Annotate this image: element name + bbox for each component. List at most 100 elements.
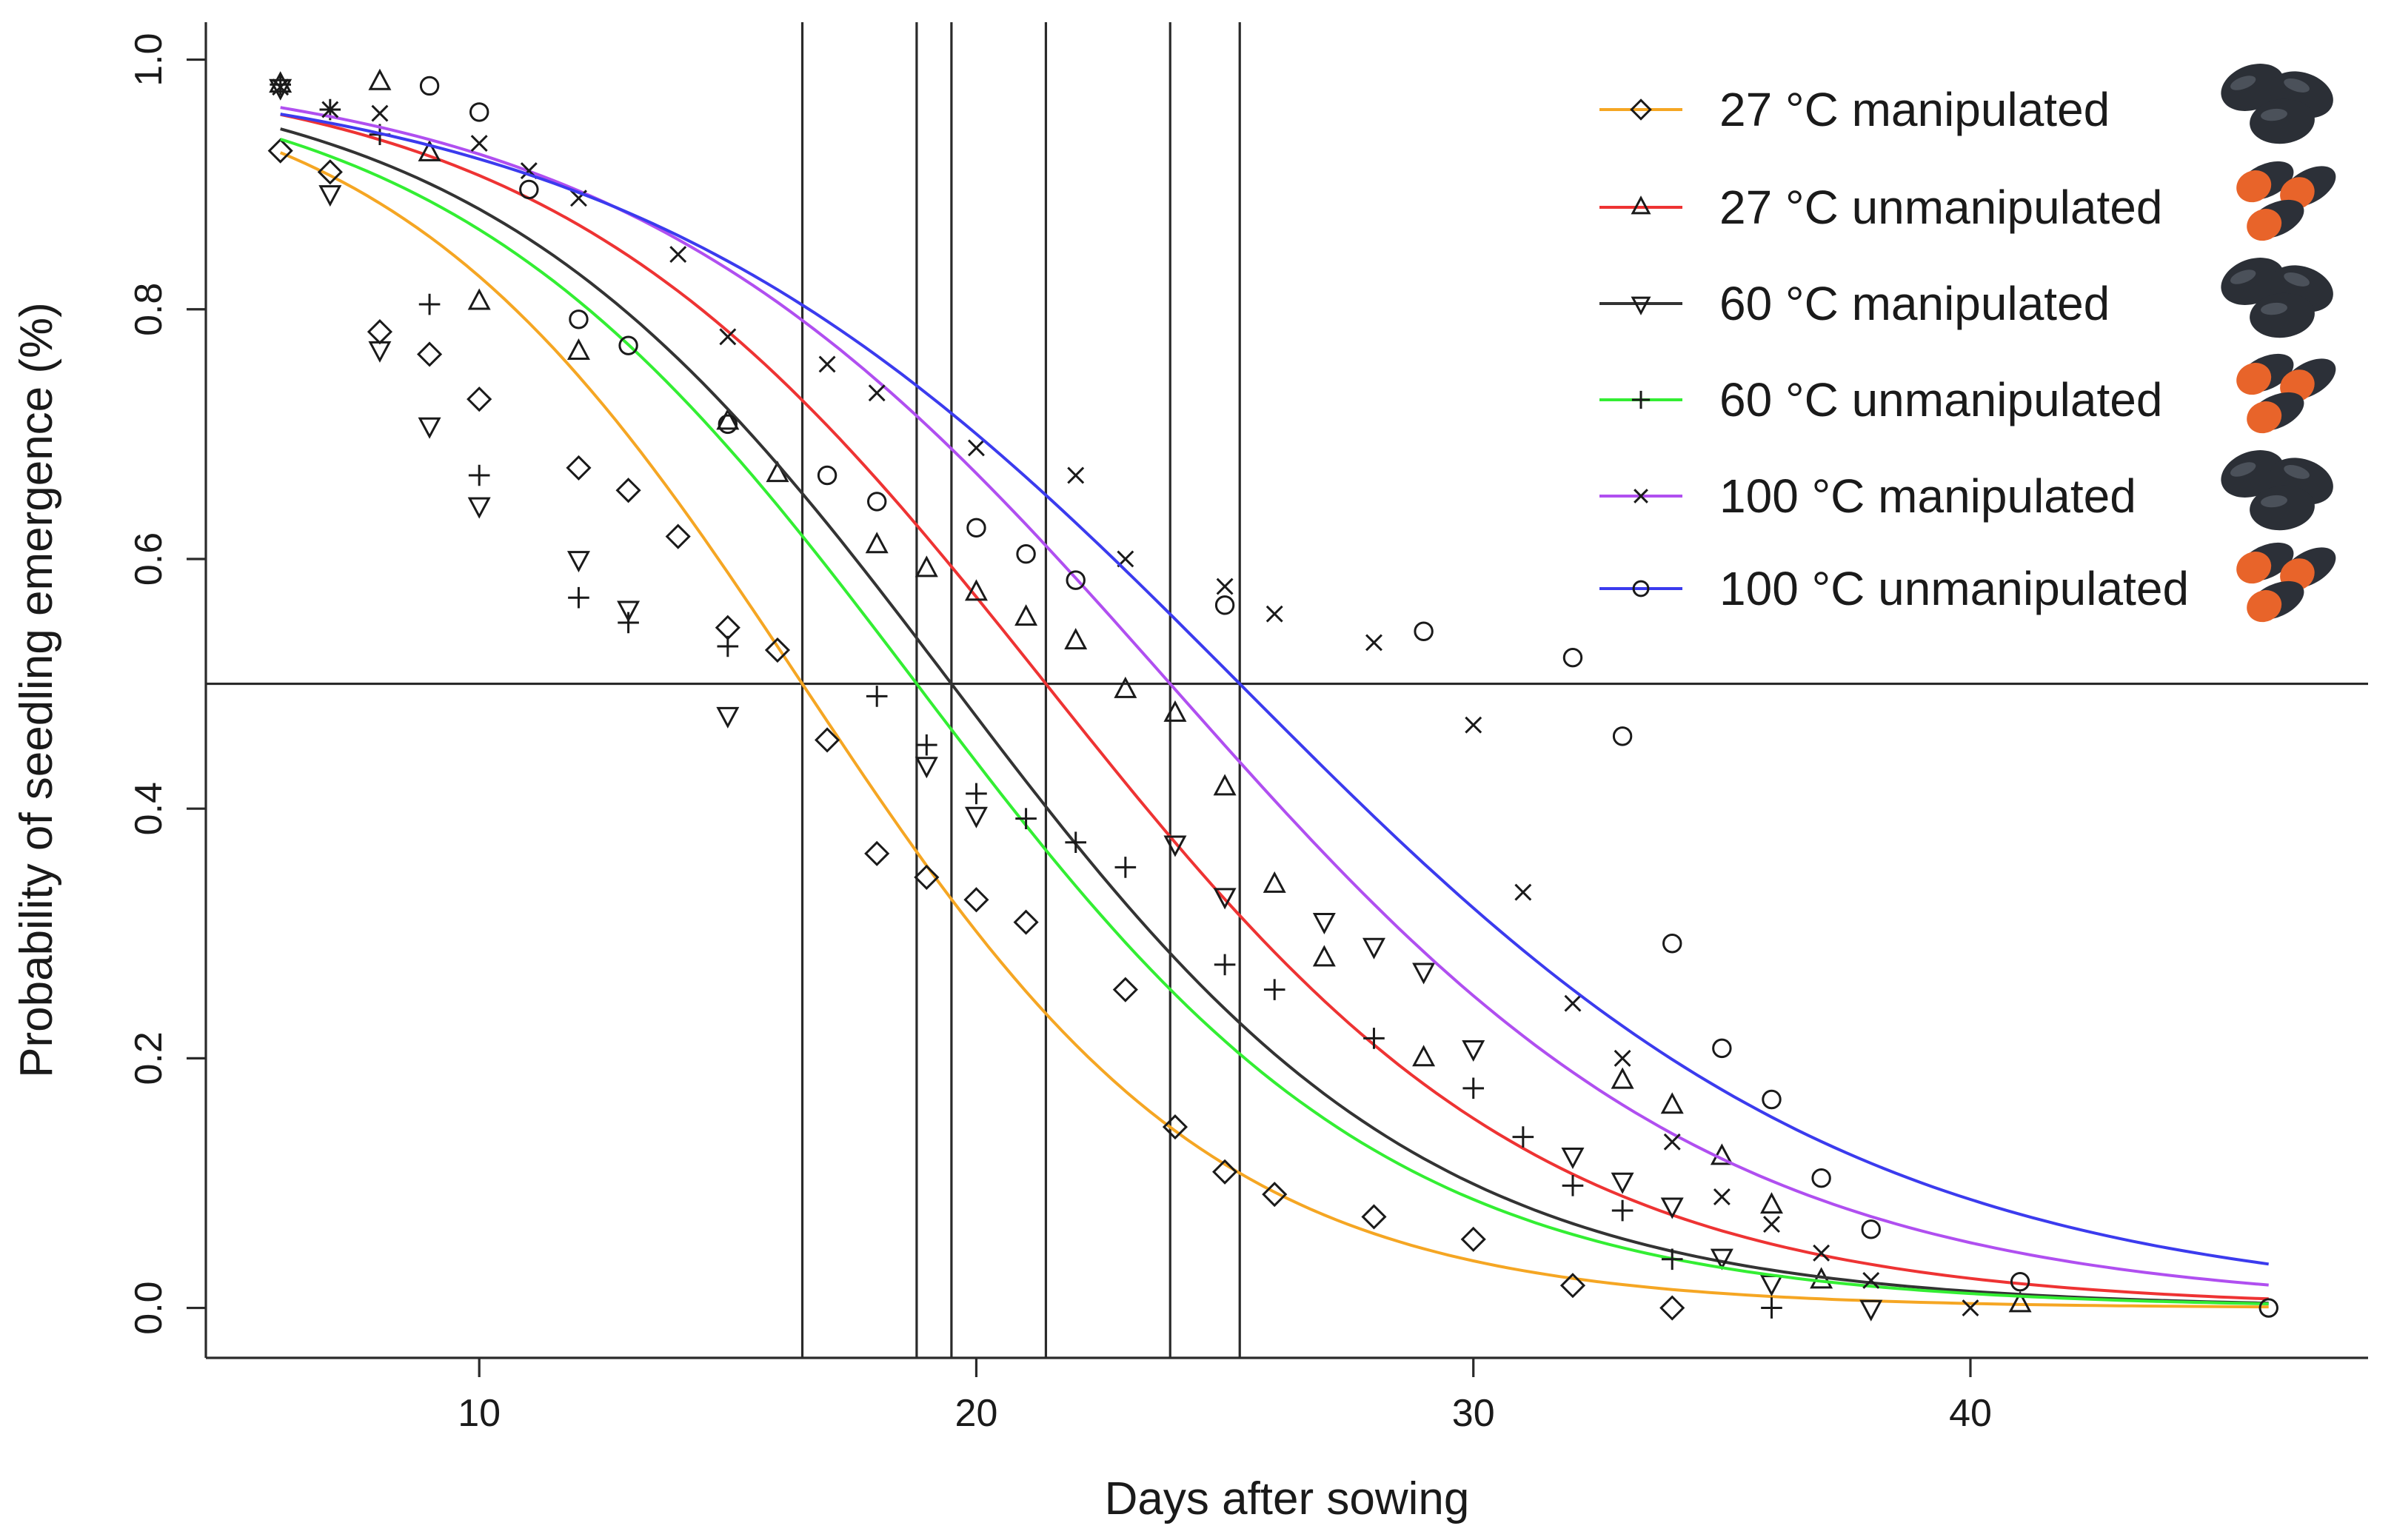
- legend: 27 °C manipulated 27 °C unmanipulated 60 °…: [1599, 64, 2336, 623]
- data-point-triangle-up: [1312, 945, 1336, 967]
- data-point-circle: [1712, 1038, 1732, 1059]
- plot-area: [206, 22, 2368, 1358]
- y-tick-label: 1.0: [127, 33, 170, 86]
- x-tick-label: 10: [458, 1392, 501, 1435]
- data-point-triangle-up: [1014, 604, 1038, 626]
- x-tick-label: 40: [1949, 1392, 1992, 1435]
- data-point-diamond: [1262, 1182, 1288, 1208]
- data-point-plus: [966, 783, 987, 805]
- seed-coat-removed: [2236, 363, 2272, 395]
- x-tick-label: 20: [955, 1392, 998, 1435]
- seed-highlight: [2284, 464, 2310, 479]
- data-point-triangle-down: [915, 757, 938, 779]
- data-point-diamond: [1212, 1159, 1238, 1185]
- seed-highlight: [2261, 108, 2287, 121]
- data-point-triangle-up: [1759, 1192, 1783, 1214]
- axes: 10 20 30 40 0.0 0.2 0.4 0.6 0.8 1.0 Days after sow…: [11, 22, 2368, 1524]
- data-point-plus: [1661, 1248, 1683, 1270]
- data-point-plus: [468, 464, 490, 486]
- data-point-triangle-up: [1114, 676, 1137, 698]
- y-tick-label: 0.8: [127, 283, 170, 336]
- data-point-circle: [1016, 544, 1036, 564]
- seed-shape: [2221, 450, 2284, 498]
- data-point-circle: [1811, 1168, 1831, 1188]
- fitted-curve: [280, 113, 2269, 1266]
- data-point-x: [1663, 1133, 1681, 1151]
- data-point-triangle-up: [1660, 1092, 1684, 1114]
- data-point-diamond: [914, 864, 940, 890]
- data-point-triangle-down: [1611, 1172, 1634, 1194]
- data-point-triangle-up: [1263, 871, 1286, 893]
- data-point-plus: [1363, 1028, 1385, 1049]
- data-point-diamond: [1659, 1295, 1685, 1321]
- data-point-circle: [867, 492, 887, 512]
- data-point-circle: [1662, 934, 1682, 954]
- data-point-x: [868, 384, 886, 402]
- data-point-x: [371, 104, 389, 122]
- dark-seeds-icon: [2221, 450, 2333, 531]
- fitted-curve: [280, 127, 2269, 1305]
- data-point-triangle-up: [1412, 1045, 1436, 1067]
- data-point-circle: [2010, 1271, 2030, 1292]
- data-point-circle: [1861, 1219, 1881, 1239]
- seed-coat-removed: [2247, 590, 2282, 623]
- data-point-circle: [469, 102, 489, 122]
- data-point-x: [1614, 1049, 1631, 1067]
- data-point-plus: [1015, 808, 1037, 829]
- data-point-x: [1067, 466, 1085, 484]
- data-point-plus: [568, 586, 589, 609]
- seed-highlight: [2230, 76, 2256, 90]
- orange-seeds-icon: [2236, 542, 2336, 623]
- seed-highlight: [2261, 495, 2287, 508]
- fitted-curve: [280, 138, 2269, 1305]
- data-point-x: [818, 355, 836, 373]
- data-point-circle: [966, 518, 986, 538]
- seed-coat-removed: [2236, 170, 2272, 203]
- x-tick-label: 30: [1452, 1392, 1495, 1435]
- fitted-curve: [279, 151, 2269, 1309]
- data-point-plus: [866, 686, 888, 707]
- data-point-plus: [1562, 1175, 1584, 1196]
- x-axis-title: Days after sowing: [1105, 1473, 1470, 1524]
- y-tick-label: 0.2: [127, 1031, 170, 1085]
- data-point-x: [1216, 578, 1234, 595]
- data-point-circle: [1762, 1089, 1782, 1110]
- data-point-circle: [1066, 570, 1086, 590]
- data-point-diamond: [317, 159, 343, 185]
- data-point-triangle-up: [368, 68, 392, 90]
- y-tick-label: 0.4: [127, 782, 170, 835]
- data-point-triangle-down: [418, 417, 441, 439]
- legend-label: 27 °C unmanipulated: [1719, 181, 2162, 234]
- data-point-diamond: [1559, 1273, 1586, 1299]
- fitted-curve: [280, 113, 2269, 1301]
- data-point-triangle-up: [865, 532, 889, 554]
- data-point-diamond: [1162, 1114, 1188, 1140]
- data-point-circle: [1562, 647, 1583, 668]
- seed-highlight: [2284, 272, 2310, 287]
- data-point-circle: [1414, 621, 1434, 641]
- data-point-circle: [618, 335, 638, 355]
- data-point-triangle-up: [566, 338, 590, 360]
- seed-shape: [2250, 98, 2315, 144]
- data-point-diamond: [715, 615, 740, 640]
- orange-seeds-icon: [2236, 161, 2336, 241]
- seed-coat-removed: [2247, 209, 2282, 241]
- dark-seeds-icon: [2221, 64, 2333, 144]
- data-point-triangle-up: [1710, 1143, 1733, 1165]
- data-point-plus: [270, 73, 291, 96]
- data-point-plus: [1512, 1126, 1534, 1148]
- data-point-diamond: [963, 887, 989, 913]
- data-point-triangle-down: [566, 551, 590, 573]
- seed-shape: [2221, 258, 2284, 305]
- data-point-diamond: [665, 523, 691, 549]
- data-point-plus: [618, 612, 639, 634]
- data-point-x: [1813, 1244, 1830, 1262]
- data-point-plus: [1611, 1199, 1634, 1222]
- data-point-x: [272, 78, 290, 96]
- data-point-diamond: [367, 319, 393, 345]
- data-point-plus: [1114, 857, 1137, 878]
- legend-label: 60 °C manipulated: [1719, 277, 2110, 330]
- data-point-circle: [718, 414, 738, 435]
- data-point-triangle-down: [1163, 835, 1187, 857]
